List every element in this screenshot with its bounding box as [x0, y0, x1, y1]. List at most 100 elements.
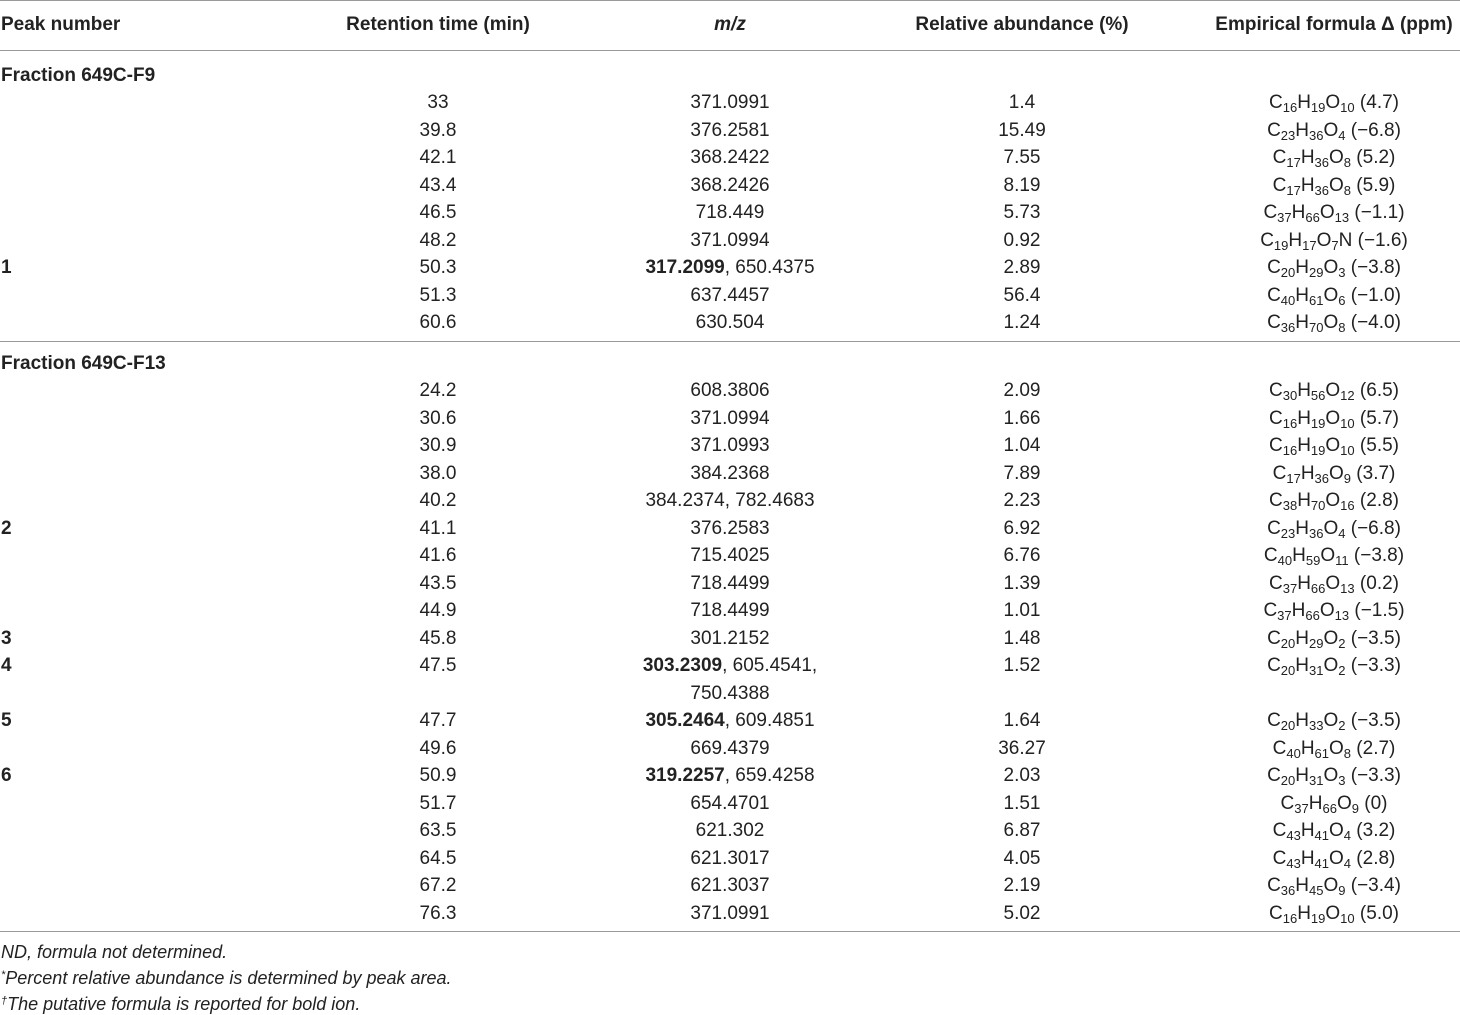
mz-cell: 669.4379 — [690, 738, 769, 760]
header-empirical-formula: Empirical formula Δ (ppm) — [1215, 14, 1453, 35]
formula-subscript: 9 — [1351, 800, 1359, 816]
formula-subscript: 4 — [1343, 855, 1352, 871]
formula-cell: C37H66O13 (−1.5) — [1263, 600, 1404, 622]
formula-element: C — [1268, 407, 1283, 429]
formula-element: O — [1323, 257, 1339, 278]
header-rule — [0, 50, 1460, 51]
formula-subscript: 10 — [1340, 443, 1355, 458]
formula-subscript: 37 — [1277, 210, 1292, 225]
formula-element: O — [1336, 792, 1352, 814]
mz-cell: 384.2374, 782.4683 — [645, 490, 814, 512]
abundance-cell: 2.23 — [1003, 490, 1041, 511]
retention-time-cell: 24.2 — [419, 380, 457, 401]
peak-number-cell: 3 — [1, 627, 12, 649]
abundance-cell: 6.87 — [1003, 820, 1041, 841]
formula-ppm: (−3.5) — [1345, 627, 1401, 649]
formula-cell: C20H29O2 (−3.5) — [1267, 628, 1401, 650]
footnote-dagger-mark: † — [1, 995, 8, 1007]
formula-ppm: (2.7) — [1351, 737, 1396, 759]
table-row: 64.5 621.3017 4.05 C43H41O4 (2.8) — [0, 848, 1460, 875]
formula-cell: C20H33O2 (−3.5) — [1267, 710, 1401, 732]
formula-element: C — [1267, 710, 1281, 731]
formula-ppm: (0.2) — [1354, 572, 1400, 594]
table-row: 43.5 718.4499 1.39 C37H66O13 (0.2) — [0, 573, 1460, 600]
mz-cell: 305.2464, 609.4851 — [645, 710, 814, 732]
formula-element: C — [1268, 92, 1283, 113]
formula-ppm: (5.5) — [1354, 435, 1400, 456]
formula-element: H — [1308, 792, 1323, 814]
formula-element: H — [1300, 847, 1315, 869]
formula-ppm: (−1.5) — [1349, 600, 1405, 621]
formula-ppm: (−6.8) — [1345, 119, 1401, 141]
retention-time-cell: 47.5 — [419, 655, 457, 676]
section-title-f13: Fraction 649C-F13 — [1, 353, 166, 374]
formula-subscript: 9 — [1338, 883, 1346, 898]
header-peak-number: Peak number — [1, 14, 121, 35]
mz-value: 637.4457 — [690, 284, 770, 306]
formula-element: H — [1297, 407, 1311, 429]
formula-subscript: 61 — [1314, 745, 1330, 761]
formula-element: C — [1272, 147, 1287, 168]
retention-time-cell: 76.3 — [419, 902, 457, 924]
table-row: 2 41.1 376.2583 6.92 C23H36O4 (−6.8) — [0, 518, 1460, 545]
formula-cell: C37H66O9 (0) — [1281, 793, 1388, 815]
formula-subscript: 12 — [1340, 388, 1355, 403]
table-row: 6 50.9 319.2257, 659.4258 2.03 C20H31O3 (−3.… — [0, 765, 1460, 792]
formula-element: H — [1295, 312, 1309, 333]
formula-element: O — [1329, 737, 1344, 759]
table-row: 30.9 371.0993 1.04 C16H19O10 (5.5) — [0, 435, 1460, 462]
abundance-cell: 1.51 — [1003, 792, 1041, 814]
formula-subscript: 66 — [1305, 210, 1320, 225]
formula-element: H — [1295, 517, 1309, 539]
formula-ppm: (5.9) — [1351, 174, 1396, 196]
formula-subscript: 40 — [1286, 745, 1301, 761]
formula-element: C — [1272, 174, 1287, 196]
formula-element: C — [1267, 517, 1281, 539]
formula-subscript: 41 — [1314, 828, 1330, 843]
formula-element: H — [1297, 435, 1311, 456]
mz-value: 376.2581 — [690, 119, 770, 141]
formula-element: O — [1325, 902, 1341, 924]
formula-element: C — [1267, 875, 1281, 896]
mz-value: 368.2426 — [690, 174, 770, 196]
formula-ppm: (−3.3) — [1345, 655, 1401, 676]
formula-element: O — [1329, 847, 1344, 869]
formula-ppm: (5.2) — [1351, 147, 1396, 168]
formula-ppm: (−3.3) — [1345, 765, 1401, 786]
mz-cell: 654.4701 — [690, 793, 769, 815]
formula-element: H — [1300, 147, 1315, 168]
formula-subscript: 19 — [1310, 910, 1326, 926]
formula-element: O — [1323, 875, 1339, 896]
formula-ppm: (3.2) — [1351, 820, 1396, 841]
retention-time-cell: 48.2 — [419, 229, 457, 251]
abundance-cell: 5.02 — [1003, 902, 1041, 924]
abundance-cell: 5.73 — [1003, 202, 1041, 223]
formula-subscript: 70 — [1309, 320, 1324, 335]
section-rule — [0, 341, 1460, 342]
formula-cell: C43H41O4 (3.2) — [1273, 820, 1396, 842]
formula-subscript: 36 — [1314, 470, 1330, 486]
formula-element: O — [1325, 380, 1341, 401]
bottom-rule — [0, 931, 1460, 932]
footnote-abundance-text: Percent relative abundance is determined… — [5, 968, 452, 988]
formula-element: H — [1295, 655, 1309, 676]
formula-subscript: 29 — [1309, 635, 1324, 651]
formula-element: C — [1272, 847, 1287, 869]
formula-element: H — [1292, 545, 1306, 566]
mz-cell: 301.2152 — [690, 628, 769, 650]
formula-cell: C17H36O9 (3.7) — [1273, 463, 1396, 485]
formula-element: H — [1288, 229, 1303, 251]
mz-value: 718.4499 — [690, 572, 770, 594]
formula-subscript: 23 — [1280, 127, 1296, 143]
mz-value: 371.0991 — [690, 902, 770, 924]
formula-element: H — [1297, 490, 1311, 511]
table-row: 33 371.0991 1.4 C16H19O10 (4.7) — [0, 92, 1460, 119]
formula-cell: C17H36O8 (5.9) — [1273, 175, 1396, 197]
formula-cell: C20H31O3 (−3.3) — [1267, 765, 1401, 787]
abundance-cell: 2.09 — [1003, 380, 1041, 401]
abundance-cell: 2.03 — [1003, 765, 1041, 786]
formula-ppm: (−3.8) — [1348, 545, 1405, 566]
formula-subscript: 9 — [1343, 470, 1352, 486]
formula-subscript: 56 — [1310, 388, 1326, 403]
formula-element: O — [1323, 765, 1339, 786]
